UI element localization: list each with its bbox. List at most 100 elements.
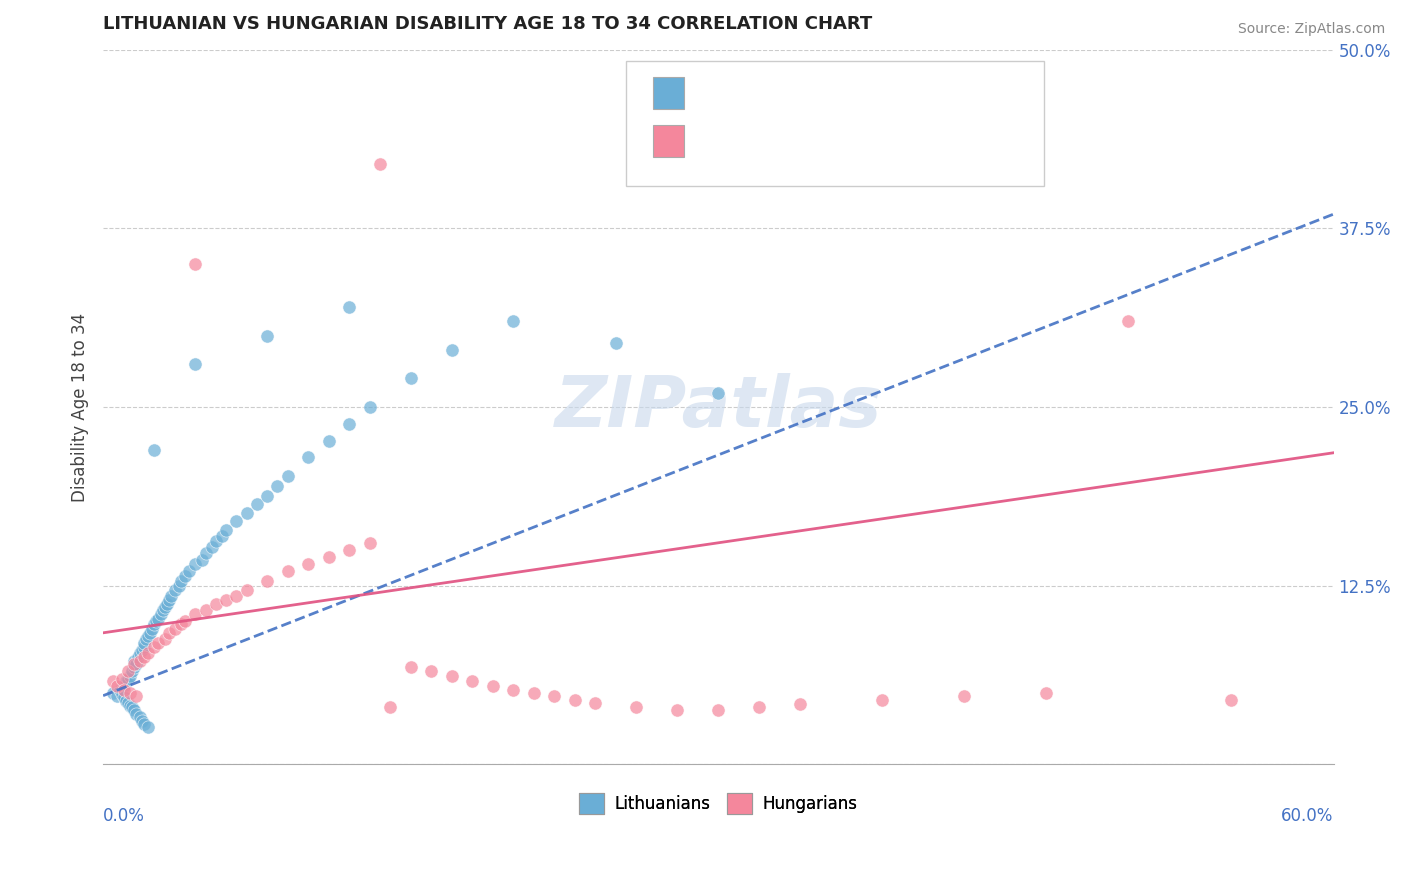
Point [184, 558, 207, 572]
Point [139, 625, 162, 640]
Point [112, 679, 135, 693]
Point [121, 700, 143, 714]
Point [136, 629, 159, 643]
Point [122, 657, 145, 672]
Point [256, 574, 278, 589]
Point [117, 672, 139, 686]
Point [122, 654, 145, 668]
Point [225, 514, 247, 528]
Point [122, 660, 145, 674]
Point [153, 632, 176, 646]
Point [167, 579, 190, 593]
Point [215, 593, 238, 607]
Point [256, 328, 278, 343]
Point [359, 400, 381, 414]
Point [114, 694, 136, 708]
Point [153, 600, 176, 615]
Point [337, 543, 360, 558]
Text: 60.0%: 60.0% [1281, 807, 1333, 825]
Point [420, 665, 443, 679]
Point [235, 582, 257, 597]
Point [125, 689, 148, 703]
Point [666, 703, 689, 717]
Point [190, 553, 212, 567]
Point [143, 640, 166, 654]
Point [626, 700, 648, 714]
Text: 0.0%: 0.0% [103, 807, 145, 825]
Y-axis label: Disability Age 18 to 34: Disability Age 18 to 34 [72, 312, 89, 501]
Text: LITHUANIAN VS HUNGARIAN DISABILITY AGE 18 TO 34 CORRELATION CHART: LITHUANIAN VS HUNGARIAN DISABILITY AGE 1… [103, 15, 872, 33]
Point [135, 632, 157, 646]
Point [134, 717, 156, 731]
Point [163, 582, 186, 597]
FancyBboxPatch shape [626, 61, 1045, 186]
Point [184, 607, 207, 622]
Point [502, 314, 524, 328]
Point [129, 710, 152, 724]
Point [707, 385, 730, 400]
Point [125, 657, 148, 672]
Point [129, 646, 152, 660]
Point [131, 643, 153, 657]
Point [122, 703, 145, 717]
Point [359, 536, 381, 550]
Point [134, 640, 156, 654]
Point [246, 497, 269, 511]
Point [131, 714, 153, 729]
Point [789, 698, 811, 712]
Point [225, 589, 247, 603]
Point [108, 683, 131, 698]
Point [368, 157, 391, 171]
Point [170, 574, 193, 589]
Point [179, 565, 201, 579]
Point [184, 257, 207, 271]
Point [564, 693, 586, 707]
Point [118, 668, 141, 682]
Point [399, 371, 422, 385]
Point [201, 540, 224, 554]
Point [136, 720, 159, 734]
Point [125, 707, 148, 722]
Point [107, 679, 129, 693]
Point [170, 617, 193, 632]
Point [143, 617, 166, 632]
Point [1118, 314, 1140, 328]
Point [205, 597, 228, 611]
Point [112, 690, 135, 705]
Point [215, 523, 238, 537]
Point [134, 636, 156, 650]
Point [143, 442, 166, 457]
Point [174, 568, 197, 582]
Point [157, 625, 180, 640]
Point [266, 478, 288, 492]
Point [103, 686, 125, 700]
Point [127, 650, 149, 665]
Point [605, 335, 627, 350]
FancyBboxPatch shape [654, 77, 683, 109]
Point [440, 668, 463, 682]
Point [194, 603, 217, 617]
Point [502, 683, 524, 698]
Point [399, 660, 422, 674]
Point [1035, 686, 1057, 700]
Point [121, 665, 143, 679]
Text: R =  0.215    N = 50: R = 0.215 N = 50 [697, 132, 865, 150]
Point [148, 611, 170, 625]
Text: ZIPatlas: ZIPatlas [554, 373, 882, 442]
Point [380, 700, 402, 714]
Point [136, 646, 159, 660]
Point [110, 687, 132, 701]
Point [117, 665, 139, 679]
Point [440, 343, 463, 357]
Point [318, 434, 340, 449]
Point [235, 506, 257, 520]
Point [461, 674, 484, 689]
Point [481, 679, 503, 693]
Point [953, 689, 976, 703]
Point [543, 689, 565, 703]
Point [107, 689, 129, 703]
Point [129, 654, 152, 668]
Point [318, 550, 340, 565]
Point [184, 357, 207, 371]
Point [256, 489, 278, 503]
